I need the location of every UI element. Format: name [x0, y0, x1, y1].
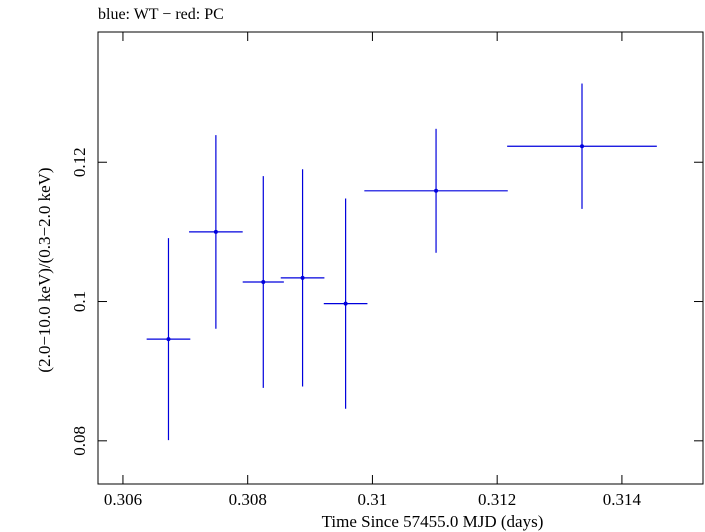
plot-frame	[97, 31, 704, 485]
data-point	[146, 238, 191, 441]
x-tick-label: 0.312	[478, 490, 516, 509]
x-tick-label: 0.306	[104, 490, 142, 509]
point-marker	[580, 144, 584, 149]
data-point	[242, 176, 284, 388]
x-tick-label: 0.314	[603, 490, 642, 509]
data-point	[189, 135, 243, 329]
point-marker	[166, 337, 171, 342]
x-axis-label: Time Since 57455.0 MJD (days)	[322, 512, 544, 531]
point-marker	[434, 188, 439, 193]
x-tick-label: 0.31	[358, 490, 388, 509]
y-tick-label: 0.08	[70, 426, 89, 456]
point-marker	[213, 229, 218, 234]
ticks-layer: 0.306 0.308 0.31 0.312 0.314 0.08 0.1 0.12	[70, 32, 703, 509]
point-marker	[300, 275, 305, 280]
y-axis-label: (2.0−10.0 keV)/(0.3−2.0 keV)	[35, 167, 54, 372]
data-point	[280, 169, 325, 387]
series-layer	[146, 83, 657, 441]
y-tick-label: 0.1	[70, 291, 89, 312]
data-point	[507, 83, 657, 209]
x-tick-label: 0.308	[229, 490, 267, 509]
point-marker	[343, 301, 348, 306]
data-point	[323, 198, 368, 409]
point-marker	[261, 280, 266, 285]
chart-title: blue: WT − red: PC	[98, 6, 224, 23]
y-tick-label: 0.12	[70, 147, 89, 177]
data-point	[364, 128, 508, 253]
